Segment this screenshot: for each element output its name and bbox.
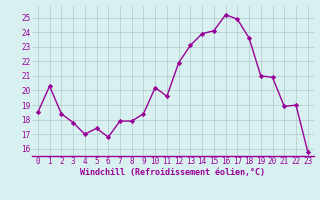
X-axis label: Windchill (Refroidissement éolien,°C): Windchill (Refroidissement éolien,°C) [80,168,265,177]
